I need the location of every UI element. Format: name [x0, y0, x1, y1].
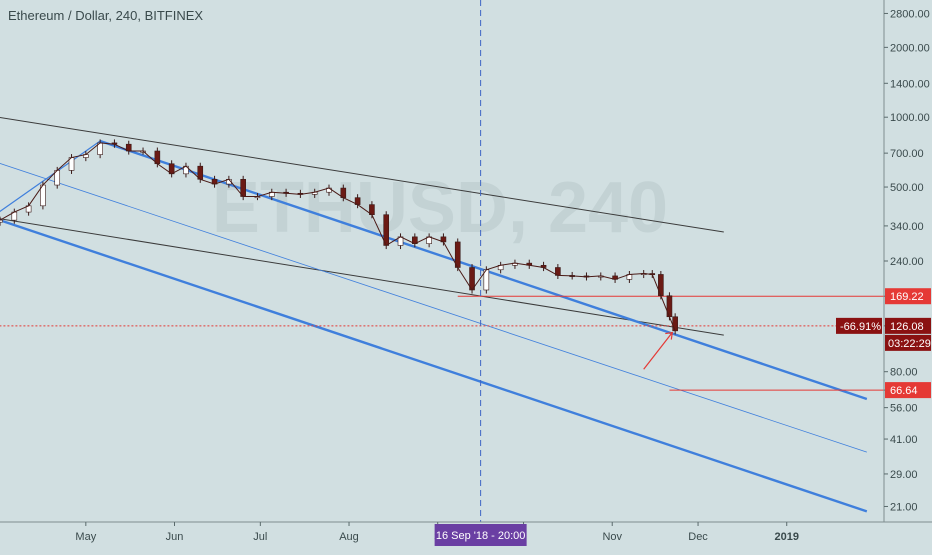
- level-low-badge: [885, 382, 931, 399]
- price-close-line: [0, 142, 676, 332]
- y-tick-label: 700.00: [890, 148, 924, 160]
- y-tick-label: 500.00: [890, 182, 924, 194]
- x-tick-label: Dec: [688, 531, 708, 543]
- blue-leg: [0, 140, 101, 213]
- y-tick-label: 1400.00: [890, 78, 930, 90]
- y-tick-label: 126.08: [890, 321, 924, 333]
- countdown-label: 03:22:29: [888, 338, 931, 350]
- x-tick-label: May: [75, 531, 96, 543]
- blue-channel-thin: [0, 163, 867, 453]
- price-axis: [884, 0, 932, 522]
- chart-title: Ethereum / Dollar, 240, BITFINEX: [8, 8, 203, 23]
- price-series: [0, 139, 678, 335]
- change-pct-badge: [836, 317, 882, 334]
- y-tick-label: 340.00: [890, 221, 924, 233]
- x-tick-label: Aug: [339, 531, 359, 543]
- crosshair-date-label: 16 Sep '18 - 20:00: [436, 530, 526, 542]
- y-tick-label: 2000.00: [890, 42, 930, 54]
- upper-gray-trendline: [0, 117, 724, 233]
- y-tick-label: 66.64: [890, 385, 918, 397]
- y-tick-label: 169.22: [890, 291, 924, 303]
- lower-gray-trendline: [0, 218, 724, 336]
- y-tick-label: 56.00: [890, 403, 918, 415]
- y-tick-label: 21.00: [890, 501, 918, 513]
- overlay-layer: [643, 331, 674, 370]
- y-tick-label: 2800.00: [890, 8, 930, 20]
- x-tick-label: Nov: [602, 531, 622, 543]
- y-tick-label: 41.00: [890, 434, 918, 446]
- current-price-badge: [885, 317, 931, 334]
- x-tick-label: 2019: [774, 531, 798, 543]
- y-tick-label: 80.00: [890, 367, 918, 379]
- y-tick-label: 240.00: [890, 256, 924, 268]
- candle-body: [0, 219, 3, 223]
- change-pct-label: -66.91%: [840, 321, 881, 333]
- y-tick-label: 1000.00: [890, 112, 930, 124]
- arrow-head: [665, 331, 674, 340]
- arrow-annotation: [643, 332, 673, 370]
- candle-body: [672, 316, 678, 332]
- symbol-watermark: ETHUSD, 240: [212, 168, 668, 248]
- blue-channel-low: [0, 219, 868, 513]
- x-tick-label: Jul: [253, 531, 267, 543]
- y-tick-label: 29.00: [890, 469, 918, 481]
- crosshair-date-badge: [434, 524, 527, 546]
- x-tick-label: Jun: [166, 531, 184, 543]
- countdown-badge: [885, 334, 931, 351]
- level-high-badge: [885, 288, 931, 305]
